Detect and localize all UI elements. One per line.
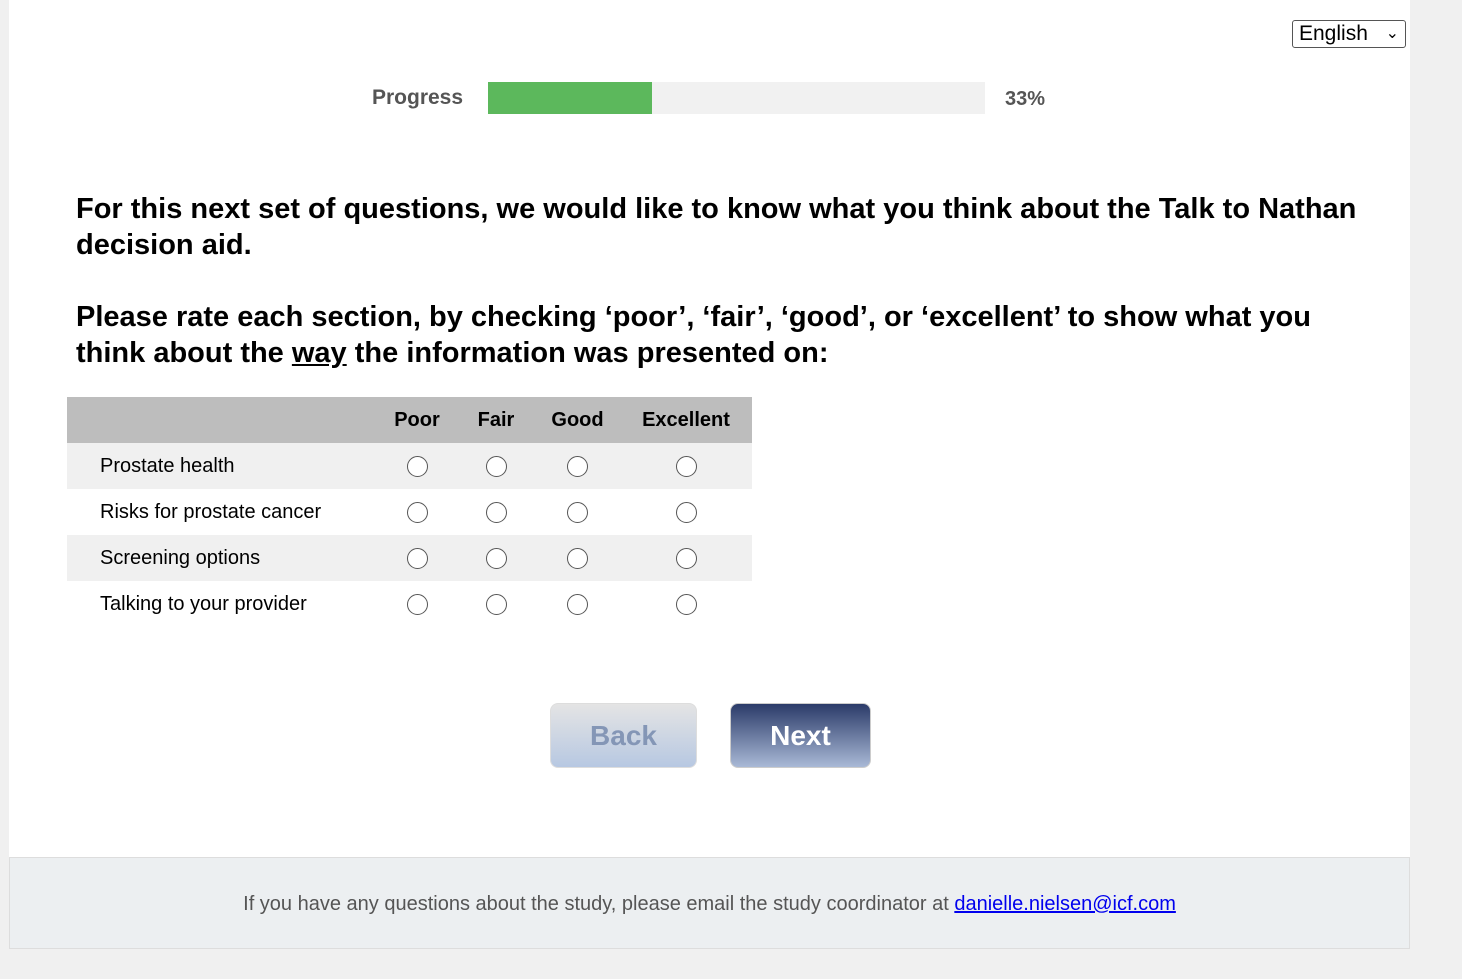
row-label: Talking to your provider bbox=[100, 592, 307, 615]
radio-excellent[interactable] bbox=[675, 455, 697, 477]
row-label: Screening options bbox=[67, 535, 377, 581]
rating-cell bbox=[620, 581, 752, 627]
rating-cell bbox=[535, 489, 620, 535]
rating-cell bbox=[377, 535, 457, 581]
next-button[interactable]: Next bbox=[730, 703, 871, 768]
rating-cell bbox=[457, 443, 535, 489]
table-row: Prostate health bbox=[67, 443, 752, 489]
rating-cell bbox=[457, 535, 535, 581]
column-header: Good bbox=[535, 397, 620, 443]
progress-fill bbox=[488, 82, 652, 114]
rating-cell bbox=[377, 489, 457, 535]
column-header: Poor bbox=[377, 397, 457, 443]
progress-label: Progress bbox=[372, 86, 464, 109]
rating-cell bbox=[535, 581, 620, 627]
radio-poor[interactable] bbox=[406, 593, 428, 615]
radio-good[interactable] bbox=[567, 593, 588, 615]
radio-fair[interactable] bbox=[485, 455, 507, 477]
language-select[interactable]: English ⌄ bbox=[1292, 20, 1406, 48]
radio-poor[interactable] bbox=[406, 547, 428, 569]
radio-good[interactable] bbox=[567, 501, 588, 523]
radio-poor[interactable] bbox=[406, 501, 428, 523]
column-header: Fair bbox=[457, 397, 535, 443]
rating-cell bbox=[535, 535, 620, 581]
language-value: English bbox=[1299, 22, 1368, 45]
radio-excellent[interactable] bbox=[675, 501, 697, 523]
instruction-text: Please rate each section, by checking ‘p… bbox=[76, 299, 1376, 371]
radio-fair[interactable] bbox=[485, 547, 507, 569]
progress-bar bbox=[488, 82, 985, 114]
radio-good[interactable] bbox=[567, 547, 588, 569]
rating-cell bbox=[457, 581, 535, 627]
row-label: Prostate health bbox=[67, 443, 377, 489]
table-row: Talking to your provider bbox=[67, 581, 752, 627]
rating-cell bbox=[620, 443, 752, 489]
rating-cell bbox=[457, 489, 535, 535]
progress-percent: 33% bbox=[1005, 88, 1046, 110]
rating-cell bbox=[377, 443, 457, 489]
table-row: Risks for prostate cancer bbox=[67, 489, 752, 535]
rating-table: Poor Fair Good Excellent Prostate health Ris… bbox=[67, 397, 752, 627]
footer-text: If you have any questions about the stud… bbox=[243, 893, 955, 915]
radio-excellent[interactable] bbox=[675, 593, 697, 615]
rating-cell bbox=[620, 535, 752, 581]
footer: If you have any questions about the stud… bbox=[9, 857, 1410, 949]
chevron-down-icon: ⌄ bbox=[1385, 25, 1399, 42]
radio-fair[interactable] bbox=[485, 593, 507, 615]
rating-cell bbox=[620, 489, 752, 535]
instruction-after: the information was presented on: bbox=[346, 337, 829, 369]
survey-page: English ⌄ Progress 33% For this next set … bbox=[9, 0, 1410, 857]
header-blank bbox=[67, 397, 377, 443]
instruction-emphasis: way bbox=[291, 337, 347, 369]
radio-poor[interactable] bbox=[406, 455, 428, 477]
row-label: Risks for prostate cancer bbox=[100, 500, 322, 523]
intro-text: For this next set of questions, we would… bbox=[76, 193, 1357, 261]
radio-fair[interactable] bbox=[485, 501, 507, 523]
column-header: Excellent bbox=[620, 397, 752, 443]
radio-excellent[interactable] bbox=[675, 547, 697, 569]
coordinator-email-link[interactable]: danielle.nielsen@icf.com bbox=[954, 893, 1176, 915]
back-button[interactable]: Back bbox=[550, 703, 697, 768]
instruction-before: Please rate each section, by checking ‘p… bbox=[76, 301, 1311, 369]
rating-cell bbox=[377, 581, 457, 627]
rating-cell bbox=[535, 443, 620, 489]
radio-good[interactable] bbox=[567, 455, 588, 477]
table-row: Screening options bbox=[67, 535, 752, 581]
